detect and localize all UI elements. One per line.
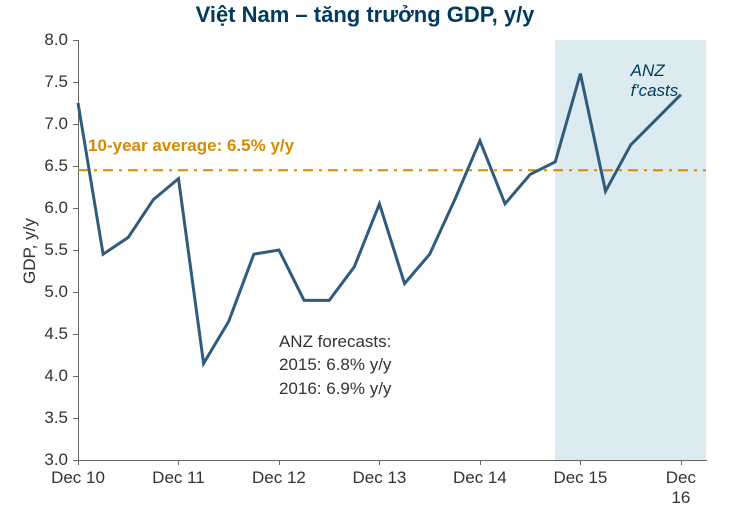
gdp-series-line [78, 74, 681, 364]
chart-container: Việt Nam – tăng trưởng GDP, y/y GDP, y/y… [0, 0, 730, 509]
forecast-band-label: ANZf'casts [631, 61, 679, 101]
average-line-label: 10-year average: 6.5% y/y [88, 136, 294, 156]
forecast-text: ANZ forecasts:2015: 6.8% y/y2016: 6.9% y… [279, 330, 391, 401]
chart-svg [0, 0, 730, 509]
